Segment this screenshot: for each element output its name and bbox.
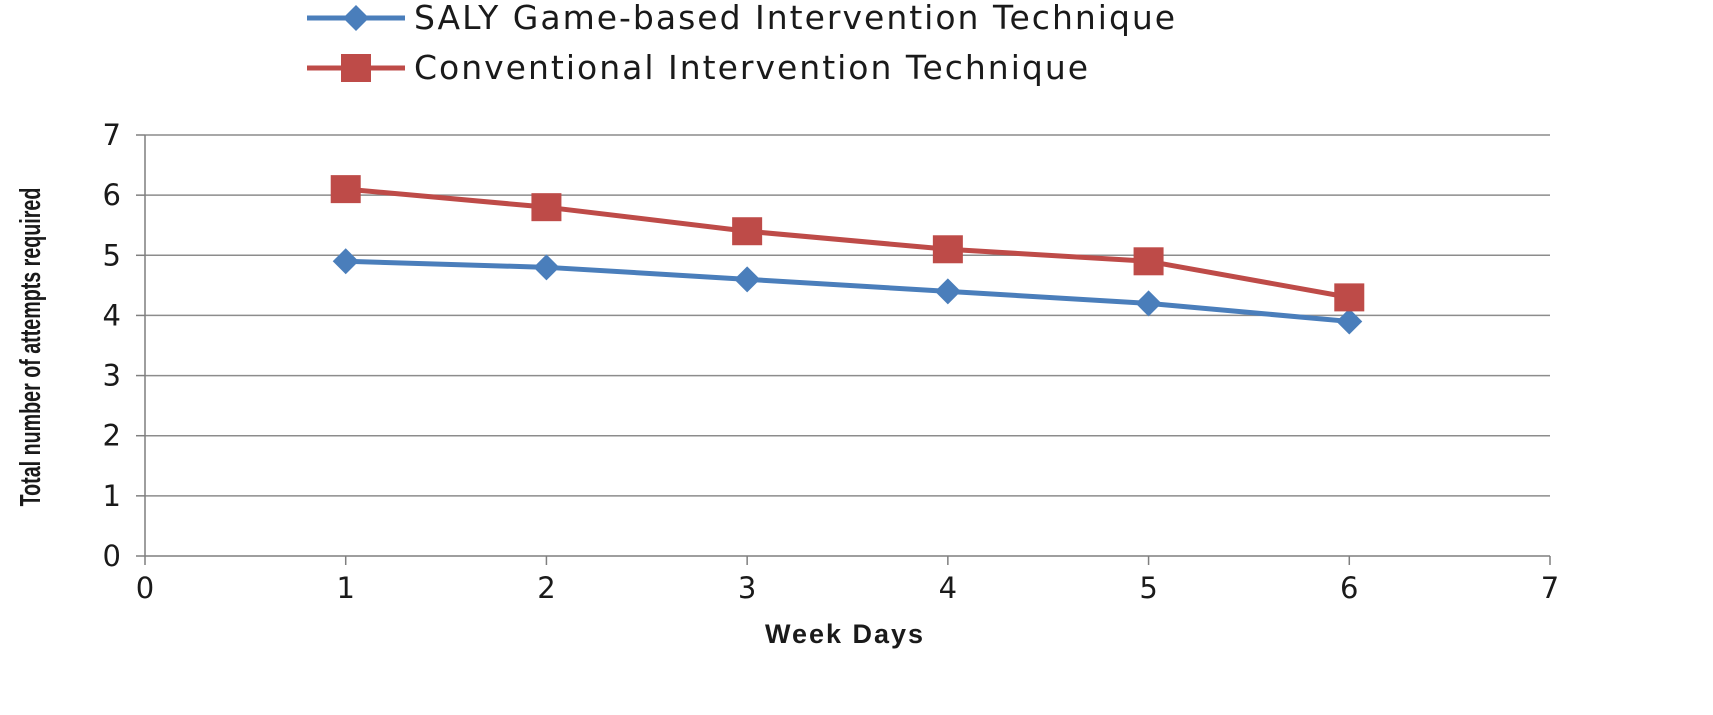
data-point xyxy=(332,248,359,275)
tick-labels: 0 1 2 3 4 5 6 7 0 1 2 3 4 5 6 7 xyxy=(103,118,1560,605)
y-tick-label: 1 xyxy=(103,479,121,513)
legend-swatch-marker xyxy=(341,54,371,82)
legend-swatch-marker xyxy=(343,5,369,31)
data-point xyxy=(734,266,761,293)
data-point xyxy=(1336,308,1363,335)
y-tick-label: 5 xyxy=(103,238,121,272)
data-point xyxy=(1334,283,1365,312)
data-point xyxy=(330,175,361,204)
data-point xyxy=(531,193,562,222)
y-tick-label: 3 xyxy=(103,359,121,393)
series-line xyxy=(345,186,1350,300)
y-tick-label: 6 xyxy=(103,178,121,212)
series-0 xyxy=(332,248,1363,335)
x-tick-label: 0 xyxy=(136,571,154,605)
data-point xyxy=(934,278,961,305)
y-tick-label: 4 xyxy=(103,298,121,332)
data-point xyxy=(1135,290,1162,317)
y-axis-title: Total number of attempts required xyxy=(16,188,47,507)
x-tick-label: 1 xyxy=(336,571,354,605)
legend-item-0: SALY Game-based Intervention Technique xyxy=(307,0,1177,37)
y-tick-label: 0 xyxy=(103,539,121,573)
x-axis-title: Week Days xyxy=(765,619,925,649)
x-tick-label: 2 xyxy=(537,571,555,605)
legend: SALY Game-based Intervention Technique Co… xyxy=(307,0,1177,87)
x-tick-label: 5 xyxy=(1139,571,1157,605)
legend-label: SALY Game-based Intervention Technique xyxy=(414,0,1177,37)
x-tick-label: 3 xyxy=(738,571,756,605)
series-1 xyxy=(330,175,1365,312)
x-tick-label: 6 xyxy=(1340,571,1358,605)
series-line xyxy=(345,258,1350,324)
x-tick-label: 7 xyxy=(1541,571,1559,605)
data-point xyxy=(533,254,560,281)
data-point xyxy=(732,217,763,246)
data-point xyxy=(932,235,963,264)
x-tick-label: 4 xyxy=(939,571,957,605)
legend-label: Conventional Intervention Technique xyxy=(414,48,1090,87)
gridlines xyxy=(145,134,1550,497)
y-tick-label: 7 xyxy=(103,118,121,152)
legend-item-1: Conventional Intervention Technique xyxy=(307,48,1090,87)
series xyxy=(330,175,1365,335)
y-tick-label: 2 xyxy=(103,419,121,453)
data-point xyxy=(1133,247,1164,276)
axes xyxy=(136,134,1551,565)
